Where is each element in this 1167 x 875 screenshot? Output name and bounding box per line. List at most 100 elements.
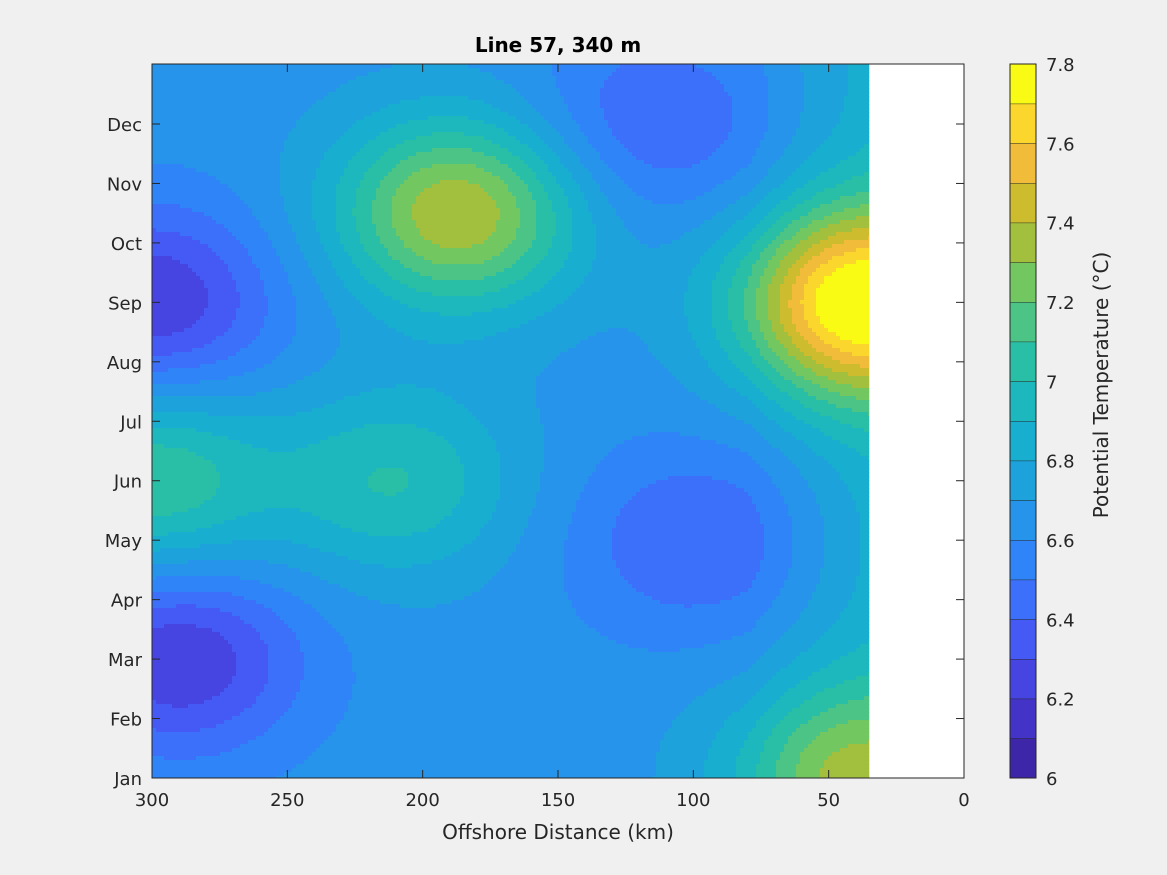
contour-cell — [480, 152, 485, 157]
contour-cell — [624, 112, 629, 117]
contour-cell — [776, 92, 781, 97]
contour-cell — [388, 96, 393, 101]
contour-cell — [248, 124, 253, 129]
contour-cell — [240, 144, 245, 149]
contour-cell — [460, 128, 465, 133]
contour-cell — [536, 164, 541, 169]
contour-cell — [460, 120, 465, 125]
contour-cell — [788, 136, 793, 141]
contour-cell — [664, 116, 669, 121]
contour-cell — [168, 152, 173, 157]
contour-cell — [404, 164, 409, 169]
contour-cell — [576, 64, 581, 69]
contour-cell — [396, 100, 401, 105]
contour-cell — [376, 80, 381, 85]
contour-cell — [428, 132, 433, 137]
contour-cell — [740, 144, 745, 149]
contour-cell — [360, 100, 365, 105]
contour-cell — [596, 156, 601, 161]
contour-cell — [640, 84, 645, 89]
contour-cell — [684, 80, 689, 85]
contour-cell — [648, 108, 653, 113]
contour-cell — [272, 120, 277, 125]
contour-cell — [296, 112, 301, 117]
contour-cell — [700, 96, 705, 101]
contour-cell — [512, 160, 517, 165]
contour-cell — [232, 160, 237, 165]
contour-cell — [352, 156, 357, 161]
contour-cell — [840, 112, 845, 117]
contour-cell — [208, 128, 213, 133]
contour-cell — [292, 92, 297, 97]
contour-cell — [240, 152, 245, 157]
contour-cell — [864, 104, 869, 109]
contour-cell — [172, 108, 177, 113]
contour-cell — [552, 104, 557, 109]
contour-cell — [240, 72, 245, 77]
contour-cell — [200, 112, 205, 117]
contour-cell — [196, 116, 201, 121]
contour-cell — [176, 168, 181, 173]
contour-cell — [760, 152, 765, 157]
contour-cell — [292, 108, 297, 113]
contour-cell — [200, 120, 205, 125]
contour-cell — [592, 164, 597, 169]
contour-cell — [448, 140, 453, 145]
contour-cell — [792, 116, 797, 121]
contour-cell — [496, 120, 501, 125]
contour-cell — [740, 96, 745, 101]
contour-cell — [720, 92, 725, 97]
contour-cell — [640, 172, 645, 177]
contour-cell — [728, 100, 733, 105]
contour-cell — [848, 116, 853, 121]
contour-cell — [836, 144, 841, 149]
contour-cell — [168, 96, 173, 101]
contour-cell — [684, 68, 689, 73]
contour-cell — [232, 144, 237, 149]
contour-cell — [412, 136, 417, 141]
contour-cell — [588, 80, 593, 85]
contour-cell — [764, 152, 769, 157]
contour-cell — [260, 132, 265, 137]
contour-cell — [228, 96, 233, 101]
contour-cell — [208, 88, 213, 93]
contour-cell — [656, 108, 661, 113]
contour-cell — [412, 132, 417, 137]
contour-cell — [520, 64, 525, 69]
contour-cell — [792, 76, 797, 81]
contour-cell — [760, 80, 765, 85]
contour-cell — [672, 84, 677, 89]
contour-cell — [340, 116, 345, 121]
contour-cell — [864, 108, 869, 113]
contour-cell — [460, 136, 465, 141]
contour-cell — [176, 80, 181, 85]
contour-cell — [344, 84, 349, 89]
contour-cell — [568, 112, 573, 117]
contour-cell — [624, 148, 629, 153]
contour-cell — [852, 120, 857, 125]
contour-cell — [412, 144, 417, 149]
contour-cell — [392, 68, 397, 73]
contour-cell — [852, 168, 857, 173]
contour-cell — [636, 144, 641, 149]
contour-cell — [632, 156, 637, 161]
contour-cell — [340, 88, 345, 93]
contour-cell — [680, 136, 685, 141]
contour-cell — [488, 152, 493, 157]
contour-cell — [816, 152, 821, 157]
contour-cell — [784, 100, 789, 105]
contour-cell — [228, 152, 233, 157]
contour-cell — [840, 76, 845, 81]
contour-cell — [192, 160, 197, 165]
contour-cell — [612, 104, 617, 109]
contour-cell — [308, 88, 313, 93]
contour-cell — [272, 148, 277, 153]
contour-cell — [512, 84, 517, 89]
contour-cell — [656, 104, 661, 109]
contour-cell — [576, 68, 581, 73]
contour-cell — [424, 76, 429, 81]
contour-cell — [380, 68, 385, 73]
contour-cell — [692, 84, 697, 89]
contour-cell — [180, 160, 185, 165]
contour-cell — [832, 92, 837, 97]
